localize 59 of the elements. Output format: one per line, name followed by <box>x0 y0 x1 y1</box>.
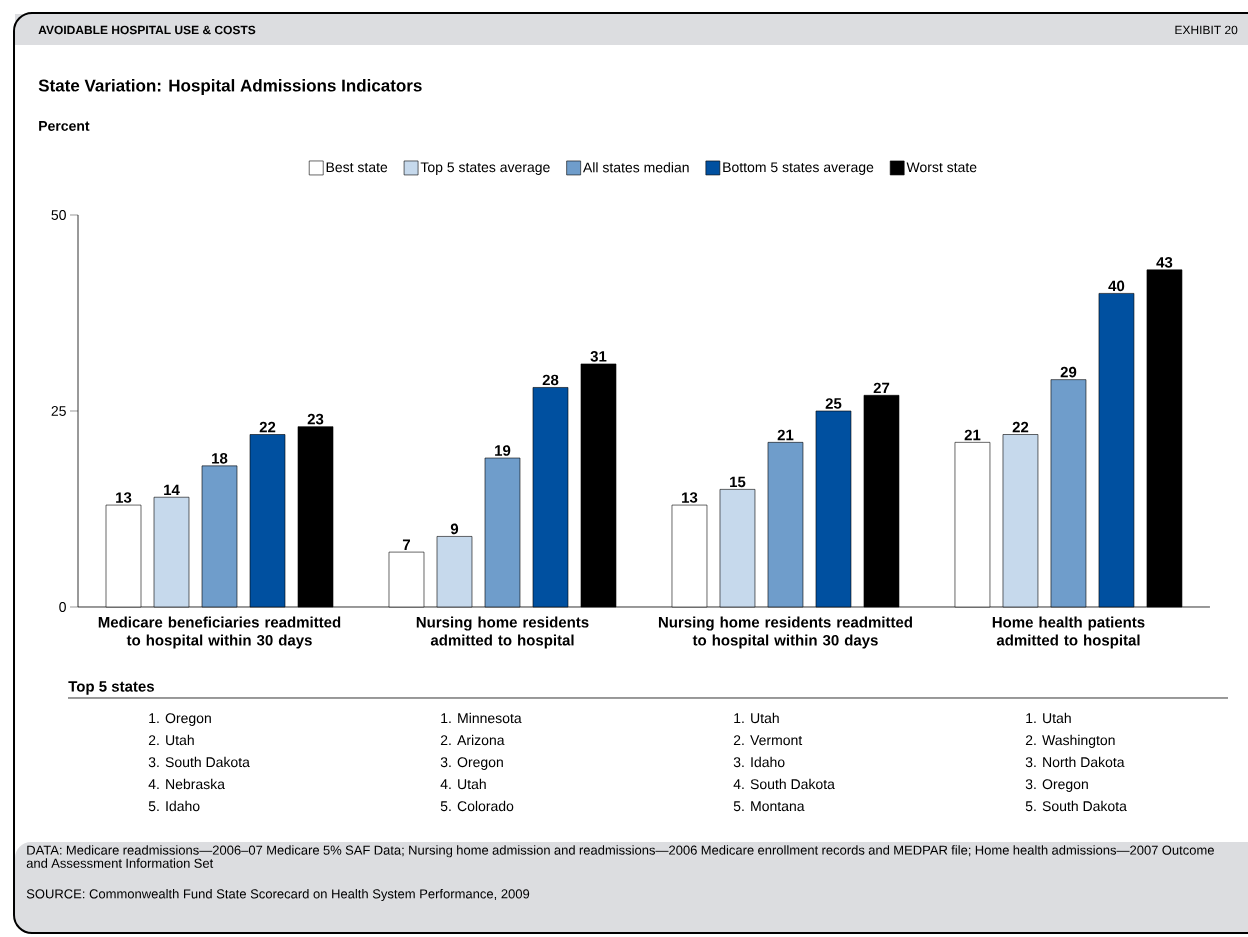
text: 4. Utah <box>440 778 486 790</box>
source-note: SOURCE: Commonwealth Fund State Scorecard on Health System Performance, 2009 <box>26 888 530 902</box>
text: 2. Vermont <box>733 735 803 746</box>
text: 5. Idaho <box>148 800 200 812</box>
x-tick-label: Nursing home residents admitted to hospital <box>416 616 589 649</box>
legend-label: Bottom 5 states average <box>723 162 874 175</box>
text: 2. Utah <box>148 734 194 746</box>
text: 4. South Dakota <box>733 778 835 790</box>
text: Top 5 states <box>68 681 154 695</box>
text: 2. Washington <box>1025 734 1115 748</box>
text: 1. Minnesota <box>441 712 522 724</box>
text: 4. Nebraska <box>148 778 225 790</box>
data-label: 14 <box>164 484 180 496</box>
legend-label: All states median <box>582 162 689 173</box>
legend-label: Best state <box>326 162 388 173</box>
data-label: 43 <box>1156 257 1173 268</box>
text: DATA: Medicare readmissions—2006–07 Medicare 5% SAF Data; Nursing home admission and readmissions—2006 Medicare enrollment records and MEDPAR file; Home health admissions—2007 Outcome and Assessment Information Set <box>26 845 1214 868</box>
text: 3. South Dakota <box>148 756 250 768</box>
data-label: 15 <box>730 476 746 488</box>
data-label: 9 <box>450 523 459 535</box>
x-tick-label: Nursing home residents readmitted to hospital within 30 days <box>658 616 912 649</box>
chart-title: State Variation: Hospital Admissions Indicators <box>38 79 422 95</box>
text: 5. Colorado <box>440 800 514 812</box>
text: 5. South Dakota <box>1025 800 1127 812</box>
data-label: 13 <box>682 492 698 503</box>
y-tick-label: 50 <box>51 210 66 220</box>
text: 3. Oregon <box>1025 779 1088 792</box>
data-label: 21 <box>964 429 981 441</box>
data-label: 27 <box>873 382 890 394</box>
data-label: 25 <box>825 398 842 409</box>
y-tick-label: 0 <box>59 602 66 612</box>
data-label: 23 <box>307 413 324 425</box>
text: 1. Utah <box>1026 712 1071 724</box>
legend-label: Top 5 states average <box>420 162 550 175</box>
text: 2. Arizona <box>440 734 505 746</box>
data-label: 21 <box>777 429 794 441</box>
text: 1. Oregon <box>149 713 211 726</box>
text: Percent <box>39 121 90 131</box>
text: 3. Oregon <box>440 757 503 770</box>
text: AVOIDABLE HOSPITAL USE & COSTS <box>38 25 256 35</box>
legend-label: Worst state <box>906 162 977 173</box>
x-tick-label: Home health patients admitted to hospital <box>992 616 1145 649</box>
data-label: 22 <box>1012 421 1029 433</box>
text: 1. Utah <box>734 712 779 724</box>
data-label: 31 <box>590 351 607 362</box>
x-tick-label: Medicare beneficiaries readmitted to hospital within 30 days <box>98 616 341 649</box>
data-label: 29 <box>1060 366 1077 378</box>
data-label: 7 <box>402 539 411 550</box>
data-label: 19 <box>495 445 511 456</box>
data-label: 40 <box>1108 280 1125 292</box>
text: EXHIBIT 20 <box>1175 25 1238 35</box>
data-label: 18 <box>212 453 228 464</box>
text: 3. North Dakota <box>1025 756 1125 768</box>
y-tick-label: 25 <box>51 406 66 416</box>
data-label: 28 <box>542 374 559 386</box>
data-label: 13 <box>116 492 132 503</box>
data-label: 22 <box>259 421 276 433</box>
text: 3. Idaho <box>733 756 785 768</box>
text: 5. Montana <box>733 801 805 812</box>
